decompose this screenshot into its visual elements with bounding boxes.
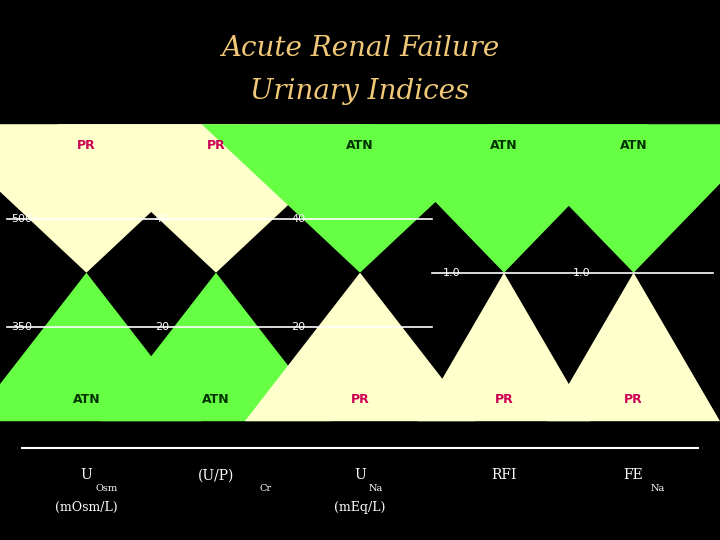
Polygon shape [0, 273, 202, 421]
Text: (U/P): (U/P) [198, 468, 234, 482]
Polygon shape [360, 124, 648, 273]
Text: 40: 40 [155, 214, 169, 224]
Polygon shape [490, 124, 720, 273]
Polygon shape [202, 124, 518, 273]
Polygon shape [101, 273, 331, 421]
Text: 350: 350 [11, 322, 32, 332]
Polygon shape [245, 273, 475, 421]
Text: U: U [81, 468, 92, 482]
Text: Na: Na [369, 484, 383, 493]
Text: PR: PR [207, 139, 225, 152]
Text: 1.0: 1.0 [572, 268, 590, 278]
Polygon shape [418, 273, 590, 421]
Polygon shape [58, 124, 374, 273]
Text: ATN: ATN [73, 393, 100, 406]
Text: Na: Na [651, 484, 665, 493]
Text: U: U [354, 468, 366, 482]
Text: 20: 20 [155, 322, 169, 332]
Polygon shape [547, 273, 720, 421]
Text: 1.0: 1.0 [443, 268, 460, 278]
Text: 20: 20 [292, 322, 306, 332]
Text: (mEq/L): (mEq/L) [334, 501, 386, 514]
Text: PR: PR [351, 393, 369, 406]
Text: Osm: Osm [95, 484, 117, 493]
Text: Urinary Indices: Urinary Indices [251, 78, 469, 105]
Text: RFI: RFI [491, 468, 517, 482]
Text: Cr: Cr [259, 484, 271, 493]
Polygon shape [0, 124, 245, 273]
Text: Acute Renal Failure: Acute Renal Failure [221, 35, 499, 62]
Text: PR: PR [77, 139, 96, 152]
Text: 40: 40 [292, 214, 306, 224]
Text: FE: FE [624, 468, 644, 482]
Text: ATN: ATN [346, 139, 374, 152]
Text: ATN: ATN [202, 393, 230, 406]
Text: ATN: ATN [490, 139, 518, 152]
Text: 500: 500 [11, 214, 32, 224]
Text: PR: PR [624, 393, 643, 406]
Text: ATN: ATN [620, 139, 647, 152]
Text: (mOsm/L): (mOsm/L) [55, 501, 117, 514]
Text: PR: PR [495, 393, 513, 406]
